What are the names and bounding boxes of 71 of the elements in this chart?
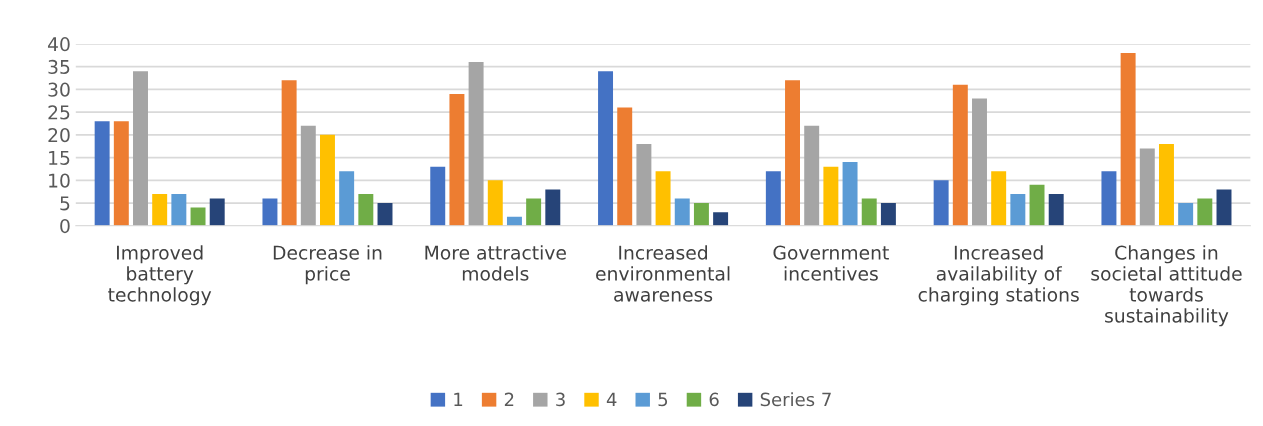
legend-label: 3 — [556, 392, 565, 407]
y-tick-label: 0 — [60, 218, 70, 234]
bar — [449, 93, 465, 226]
bar — [765, 171, 781, 226]
bar — [933, 180, 949, 226]
x-tick-label: Improved battery technology — [108, 245, 212, 306]
bar — [190, 207, 206, 226]
bar — [339, 171, 355, 226]
bar — [281, 80, 297, 226]
bar — [133, 71, 148, 226]
bar — [487, 180, 503, 226]
bar — [377, 203, 393, 226]
x-tick-label: Increased availability of charging stations — [918, 245, 1079, 306]
y-tick-label: 20 — [48, 128, 70, 143]
legend-label: 5 — [658, 392, 668, 407]
bar — [636, 143, 652, 226]
x-tick-label: More attractive models — [425, 245, 566, 281]
bar — [526, 198, 542, 226]
bar — [171, 193, 187, 226]
bar — [804, 125, 820, 226]
legend-label: 4 — [606, 392, 617, 406]
y-tick-label: 30 — [48, 82, 70, 97]
y-tick-label: 40 — [47, 37, 70, 52]
bar — [1120, 52, 1136, 226]
bar — [1048, 193, 1064, 226]
bar — [1101, 171, 1117, 226]
bar — [468, 62, 484, 226]
bar — [1216, 189, 1232, 226]
bar — [991, 171, 1007, 226]
bar — [1197, 198, 1213, 226]
bar — [617, 107, 633, 226]
bar — [262, 198, 278, 226]
bar — [693, 203, 709, 226]
bar — [94, 121, 110, 226]
bar — [358, 193, 374, 226]
x-tick-label: Changes in societal attitude towards sustainability — [1091, 245, 1242, 327]
bar — [545, 189, 561, 226]
bar — [1158, 143, 1174, 226]
x-tick-label: Increased environmental awareness — [596, 245, 730, 302]
bar — [1178, 203, 1194, 226]
bar — [842, 162, 858, 226]
bar — [785, 80, 800, 226]
y-tick-label: 25 — [48, 105, 70, 120]
bar — [300, 125, 316, 226]
bar — [598, 71, 614, 226]
y-tick-label: 10 — [49, 173, 70, 188]
bar — [655, 171, 671, 226]
bar — [1139, 148, 1155, 226]
bar — [823, 166, 839, 226]
legend-label: 2 — [504, 392, 514, 406]
legend-label: 6 — [709, 392, 719, 407]
x-tick-label: Government incentives — [773, 245, 889, 281]
bar — [952, 84, 968, 226]
legend-label: 1 — [454, 392, 463, 406]
legend-label: Series 7 — [760, 392, 831, 407]
bar — [209, 198, 225, 226]
bar — [430, 166, 446, 226]
bar — [713, 212, 729, 226]
y-tick-label: 15 — [49, 151, 70, 165]
bar — [320, 134, 335, 226]
bar — [113, 121, 129, 226]
bar — [861, 198, 877, 226]
bar — [152, 193, 168, 226]
bar — [674, 198, 690, 226]
bar — [1010, 193, 1026, 226]
y-tick-label: 5 — [60, 196, 70, 211]
bar — [972, 98, 987, 226]
bar — [880, 203, 896, 226]
y-tick-label: 35 — [48, 59, 70, 75]
x-tick-label: Decrease in price — [273, 245, 382, 285]
bar — [1029, 184, 1045, 226]
